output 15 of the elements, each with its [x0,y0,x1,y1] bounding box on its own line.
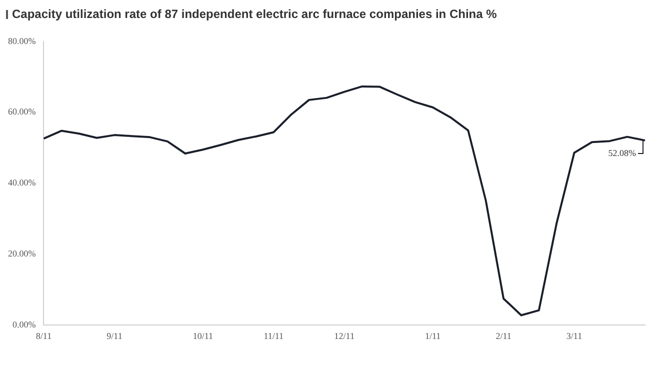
x-tick-label: 12/11 [334,330,354,341]
y-tick-label: 0.00% [12,320,36,330]
x-tick-label: 3/11 [566,330,582,341]
y-tick-label: 80.00% [8,36,36,46]
x-tick-label: 8/11 [36,330,52,341]
y-tick-label: 20.00% [8,248,36,259]
y-tick-label: 60.00% [8,106,36,117]
x-tick-label: 1/11 [424,330,441,341]
x-tick-label: 11/11 [264,330,284,341]
x-tick-label: 9/11 [106,330,122,341]
x-tick-label: 10/11 [192,330,213,341]
y-tick-label: 40.00% [8,178,36,188]
x-tick-label: 2/11 [496,330,512,341]
annotation: 52.08% [608,148,636,158]
chart-title: Capacity utilization rate of 87 independent electric arc furnace companies in China % [12,7,497,21]
